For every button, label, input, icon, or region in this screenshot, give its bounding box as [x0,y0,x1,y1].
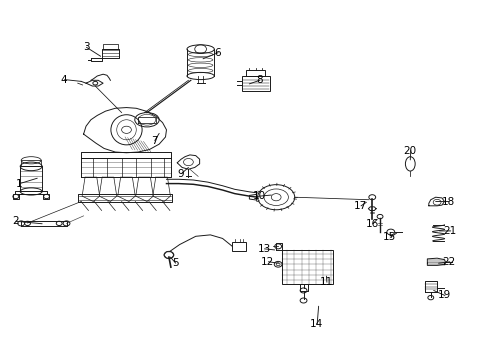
Bar [245,69,265,76]
Text: 10: 10 [252,191,265,201]
Text: 12: 12 [261,257,274,267]
Bar [242,76,270,91]
Text: 22: 22 [442,257,455,267]
Bar [13,194,19,199]
Text: 8: 8 [255,75,262,85]
Text: 14: 14 [309,319,323,329]
Text: 18: 18 [441,197,454,207]
Bar [282,250,332,284]
Text: 15: 15 [383,232,396,242]
Text: 7: 7 [151,136,157,145]
Bar [43,194,49,199]
Text: 13: 13 [257,244,270,254]
Text: 6: 6 [214,48,221,58]
Bar [232,242,245,251]
Text: 4: 4 [61,75,67,85]
Text: 5: 5 [172,258,178,268]
Text: 19: 19 [437,291,450,301]
Text: 3: 3 [82,42,89,52]
Text: 11: 11 [319,277,332,287]
Text: 17: 17 [353,201,366,211]
Text: 9: 9 [178,168,184,179]
Text: 1: 1 [16,179,22,189]
Text: 16: 16 [365,219,378,229]
Text: 20: 20 [403,145,416,156]
Text: 21: 21 [443,226,456,236]
Text: 2: 2 [12,216,19,226]
